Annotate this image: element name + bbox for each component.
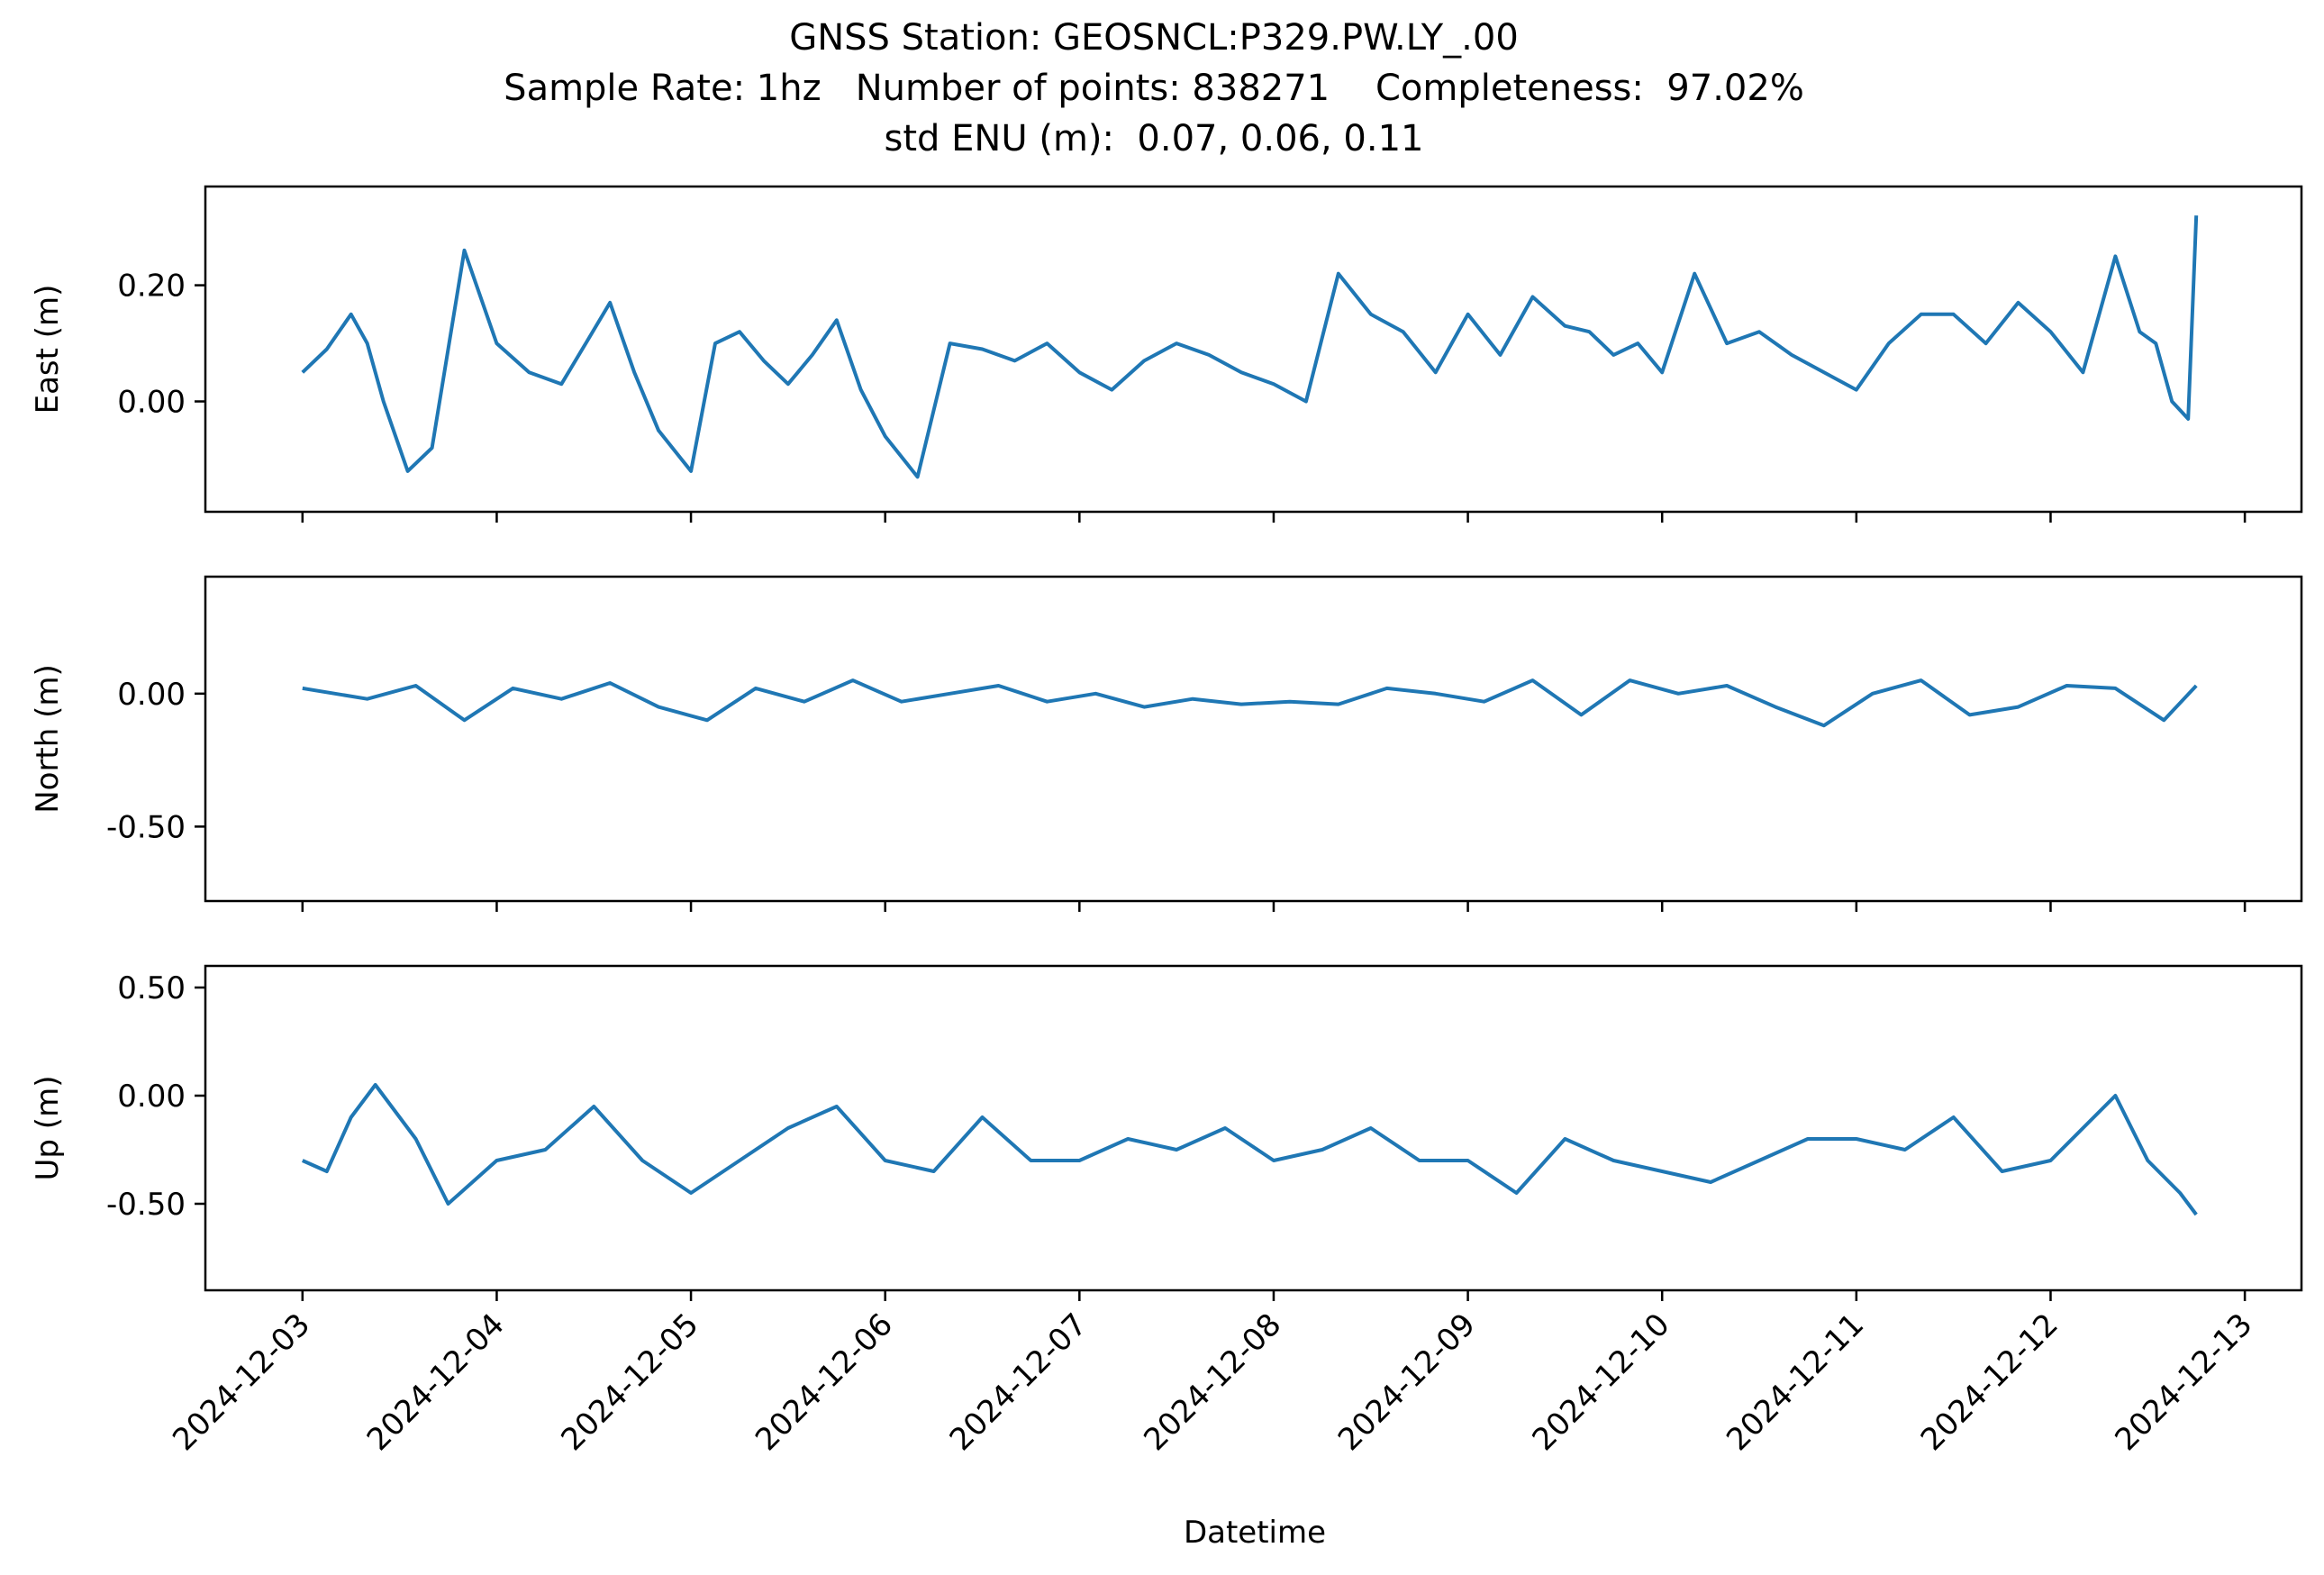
title-line-2: Sample Rate: 1hz Number of points: 83827… [504,68,1804,109]
east-series-line [301,215,2199,479]
up-panel: -0.50 0.00 0.50 Up (m) [30,964,2303,1301]
up-series-line [301,1083,2198,1216]
east-ytick-label: 0.20 [117,269,186,305]
up-ytick-label: 0.50 [117,970,186,1006]
title-line-1: GNSS Station: GEOSNCL:P329.PW.LY_.00 [789,17,1519,59]
title-line-3: std ENU (m): 0.07, 0.06, 0.11 [885,118,1424,159]
east-ylabel: East (m) [30,285,66,414]
north-ylabel: North (m) [30,664,66,814]
x-axis-label: Datetime [1184,1515,1326,1551]
up-ylabel: Up (m) [30,1076,66,1181]
up-ytick-label: 0.00 [117,1079,186,1115]
north-panel: -0.50 0.00 North (m) [30,575,2303,912]
up-axes-frame [204,964,2303,1292]
north-ytick-label: 0.00 [117,677,186,713]
east-panel: 0.00 0.20 East (m) [30,185,2303,523]
east-ytick-label: 0.00 [117,385,186,421]
north-ytick-label: -0.50 [106,809,186,845]
north-axes-frame [204,575,2303,903]
east-axes-frame [204,185,2303,514]
up-ytick-label: -0.50 [106,1187,186,1223]
north-series-line [302,678,2198,728]
